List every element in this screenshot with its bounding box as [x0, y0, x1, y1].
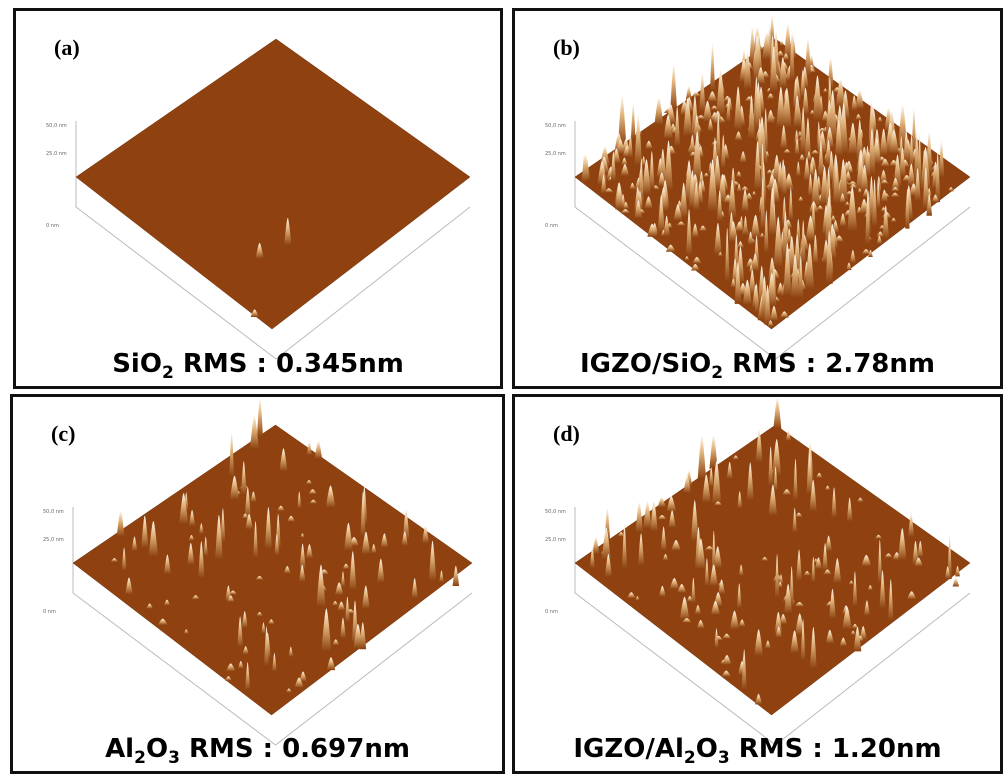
peak: [315, 441, 322, 460]
subscript: 2: [684, 748, 696, 768]
subscript: 3: [168, 748, 180, 768]
caption-text: RMS : 0.345nm: [174, 349, 404, 379]
peak: [592, 537, 599, 555]
surface: [575, 425, 970, 715]
panel-label: (c): [51, 421, 75, 446]
panel: 50,0 nm 25,0 nm 0 nm (d) IGZO/Al2O3 RMS : 1.…: [512, 394, 1003, 774]
caption-text: IGZO/SiO: [580, 349, 711, 379]
panel: 50,0 nm 25,0 nm 0 nm (c) Al2O3 RMS : 0.697nm: [10, 394, 505, 774]
subscript: 2: [162, 363, 174, 383]
surface: [76, 39, 470, 329]
peak: [257, 398, 263, 437]
caption-text: RMS : 2.78nm: [723, 349, 935, 379]
caption-text: O: [696, 734, 718, 764]
peak: [117, 511, 125, 537]
z-label: 50,0 nm: [545, 123, 566, 129]
afm-image: 50,0 nm 25,0 nm 0 nm (a) SiO2 RMS : 0.345nm: [16, 11, 500, 386]
peak: [710, 43, 715, 91]
panel: 50,0 nm 25,0 nm 0 nm (b) IGZO/SiO2 RMS : 2.7…: [512, 8, 1003, 389]
caption-text: RMS : 1.20nm: [730, 734, 942, 764]
caption: IGZO/Al2O3 RMS : 1.20nm: [573, 734, 941, 768]
panel-label: (d): [553, 421, 580, 446]
z-label: 0 nm: [43, 609, 56, 615]
afm-image: 50,0 nm 25,0 nm 0 nm (c) Al2O3 RMS : 0.697nm: [13, 397, 502, 771]
afm-image: 50,0 nm 25,0 nm 0 nm (d) IGZO/Al2O3 RMS : 1.…: [515, 397, 1000, 771]
caption-text: SiO: [112, 349, 162, 379]
subscript: 3: [718, 748, 730, 768]
subscript: 2: [134, 748, 146, 768]
z-label: 0 nm: [545, 223, 558, 229]
caption: Al2O3 RMS : 0.697nm: [105, 734, 410, 768]
z-label: 50,0 nm: [545, 509, 566, 515]
figure: 50,0 nm25,0 nm0 nm(a)SiO2 RMS : 0.345nm …: [0, 0, 1007, 776]
panel-label: (b): [553, 35, 580, 60]
caption: IGZO/SiO2 RMS : 2.78nm: [580, 349, 935, 383]
caption-text: O: [146, 734, 168, 764]
z-label: 25,0 nm: [545, 537, 566, 543]
peak: [654, 97, 663, 125]
peak: [953, 578, 959, 586]
caption-text: IGZO/Al: [573, 734, 684, 764]
z-label: 25,0 nm: [46, 151, 67, 157]
z-label: 0 nm: [46, 223, 59, 229]
z-label: 25,0 nm: [545, 151, 566, 157]
z-label: 50,0 nm: [46, 123, 67, 129]
panel-label: (a): [54, 35, 80, 60]
peak: [773, 398, 781, 429]
z-label: 25,0 nm: [43, 537, 64, 543]
peak: [670, 64, 677, 110]
caption: SiO2 RMS : 0.345nm: [112, 349, 404, 383]
z-label: 0 nm: [545, 609, 558, 615]
panel: 50,0 nm 25,0 nm 0 nm (a) SiO2 RMS : 0.345nm: [13, 8, 503, 389]
caption-text: RMS : 0.697nm: [180, 734, 410, 764]
peak: [698, 435, 706, 479]
afm-image: 50,0 nm 25,0 nm 0 nm (b) IGZO/SiO2 RMS : 2.7…: [515, 11, 1000, 386]
subscript: 2: [711, 363, 723, 383]
z-label: 50,0 nm: [43, 509, 64, 515]
peak: [631, 104, 636, 141]
caption-text: Al: [105, 734, 134, 764]
